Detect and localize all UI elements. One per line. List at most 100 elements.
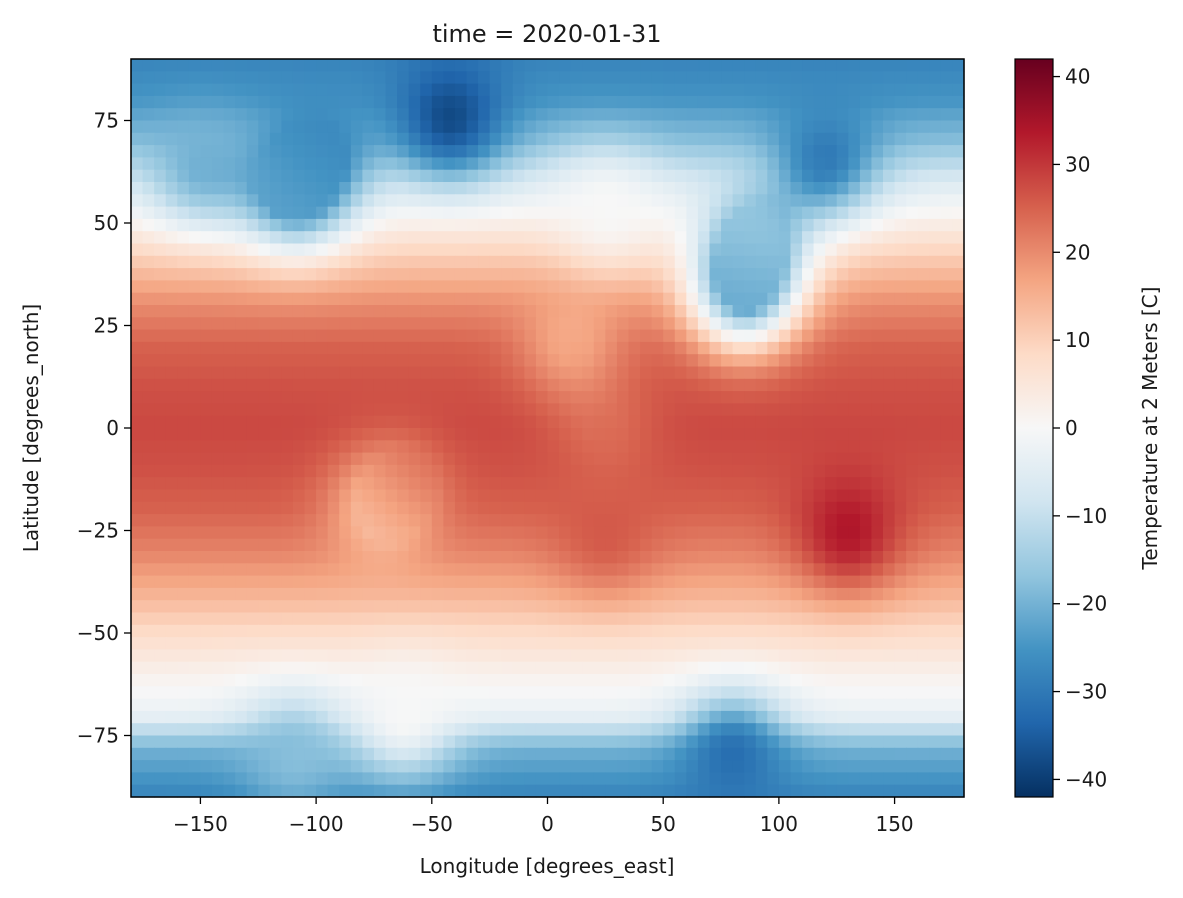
- heatmap-cell: [593, 747, 606, 761]
- heatmap-cell: [512, 772, 525, 786]
- heatmap-cell: [802, 378, 815, 392]
- heatmap-cell: [292, 649, 306, 663]
- heatmap-cell: [408, 145, 421, 158]
- heatmap-cell: [501, 317, 514, 331]
- heatmap-cell: [188, 514, 202, 527]
- heatmap-cell: [454, 206, 468, 220]
- heatmap-cell: [732, 366, 745, 380]
- heatmap-cell: [906, 624, 919, 638]
- heatmap-cell: [674, 108, 687, 122]
- heatmap-cell: [269, 612, 282, 626]
- heatmap-cell: [524, 59, 537, 72]
- heatmap-cell: [304, 710, 317, 724]
- heatmap-cell: [200, 182, 213, 195]
- heatmap-cell: [154, 415, 167, 429]
- heatmap-cell: [674, 194, 687, 208]
- heatmap-cell: [952, 145, 965, 158]
- heatmap-cell: [721, 182, 734, 195]
- heatmap-cell: [697, 218, 711, 232]
- heatmap-cell: [281, 108, 294, 122]
- heatmap-cell: [454, 723, 468, 737]
- heatmap-cell: [235, 686, 248, 700]
- heatmap-cell: [790, 341, 803, 355]
- heatmap-cell: [269, 428, 282, 441]
- heatmap-cell: [906, 514, 919, 527]
- heatmap-cell: [825, 514, 838, 527]
- heatmap-cell: [697, 784, 711, 798]
- heatmap-cell: [524, 710, 537, 724]
- heatmap-cell: [883, 206, 896, 220]
- heatmap-cell: [917, 440, 930, 454]
- heatmap-cell: [292, 489, 306, 503]
- heatmap-cell: [454, 514, 468, 527]
- heatmap-cell: [616, 182, 630, 195]
- heatmap-cell: [373, 637, 387, 650]
- heatmap-cell: [420, 182, 433, 195]
- heatmap-cell: [385, 391, 398, 404]
- heatmap-cell: [292, 477, 306, 491]
- heatmap-cell: [316, 59, 329, 72]
- heatmap-cell: [929, 538, 942, 552]
- heatmap-cell: [454, 378, 468, 392]
- heatmap-cell: [582, 243, 595, 257]
- heatmap-cell: [235, 587, 248, 601]
- heatmap-cell: [211, 255, 225, 269]
- heatmap-cell: [362, 157, 375, 171]
- heatmap-cell: [154, 206, 167, 220]
- heatmap-cell: [547, 624, 560, 638]
- heatmap-cell: [605, 501, 618, 515]
- heatmap-cell: [559, 255, 572, 269]
- heatmap-cell: [651, 292, 664, 306]
- heatmap-cell: [755, 784, 768, 798]
- heatmap-cell: [686, 477, 699, 491]
- heatmap-cell: [327, 624, 340, 638]
- heatmap-cell: [373, 772, 387, 786]
- heatmap-cell: [836, 354, 849, 368]
- heatmap-cell: [628, 563, 641, 577]
- heatmap-cell: [316, 514, 329, 527]
- heatmap-cell: [327, 501, 340, 515]
- heatmap-cell: [535, 268, 549, 281]
- heatmap-cell: [154, 723, 167, 737]
- heatmap-cell: [767, 686, 780, 700]
- heatmap-cell: [674, 280, 687, 294]
- heatmap-cell: [327, 575, 340, 589]
- heatmap-cell: [628, 772, 641, 786]
- heatmap-cell: [790, 243, 803, 257]
- heatmap-cell: [246, 403, 259, 417]
- heatmap-cell: [663, 452, 676, 466]
- heatmap-cell: [385, 354, 398, 368]
- heatmap-cell: [593, 760, 606, 773]
- heatmap-cell: [454, 145, 468, 158]
- heatmap-cell: [686, 255, 699, 269]
- heatmap-cell: [813, 698, 826, 712]
- heatmap-cell: [686, 268, 699, 281]
- x-axis: −150 −100 −50 0 50 100 150: [173, 797, 914, 836]
- heatmap-cell: [466, 305, 479, 318]
- heatmap-cell: [917, 108, 930, 122]
- heatmap-cell: [640, 145, 653, 158]
- heatmap-cell: [894, 415, 907, 429]
- heatmap-cell: [258, 194, 271, 208]
- heatmap-cell: [431, 354, 444, 368]
- heatmap-cell: [489, 760, 502, 773]
- heatmap-cell: [454, 772, 468, 786]
- heatmap-cell: [316, 157, 329, 171]
- heatmap-cell: [871, 120, 884, 134]
- heatmap-cell: [188, 255, 202, 269]
- heatmap-cell: [848, 612, 861, 626]
- heatmap-cell: [177, 452, 190, 466]
- heatmap-cell: [825, 132, 838, 146]
- heatmap-cell: [616, 341, 630, 355]
- heatmap-cell: [258, 341, 271, 355]
- heatmap-cell: [767, 637, 780, 650]
- heatmap-cell: [327, 477, 340, 491]
- heatmap-cell: [235, 157, 248, 171]
- heatmap-cell: [848, 760, 861, 773]
- heatmap-cell: [420, 440, 433, 454]
- heatmap-cell: [628, 59, 641, 72]
- heatmap-cell: [813, 428, 826, 441]
- heatmap-cell: [755, 563, 768, 577]
- heatmap-cell: [605, 710, 618, 724]
- heatmap-cell: [142, 452, 155, 466]
